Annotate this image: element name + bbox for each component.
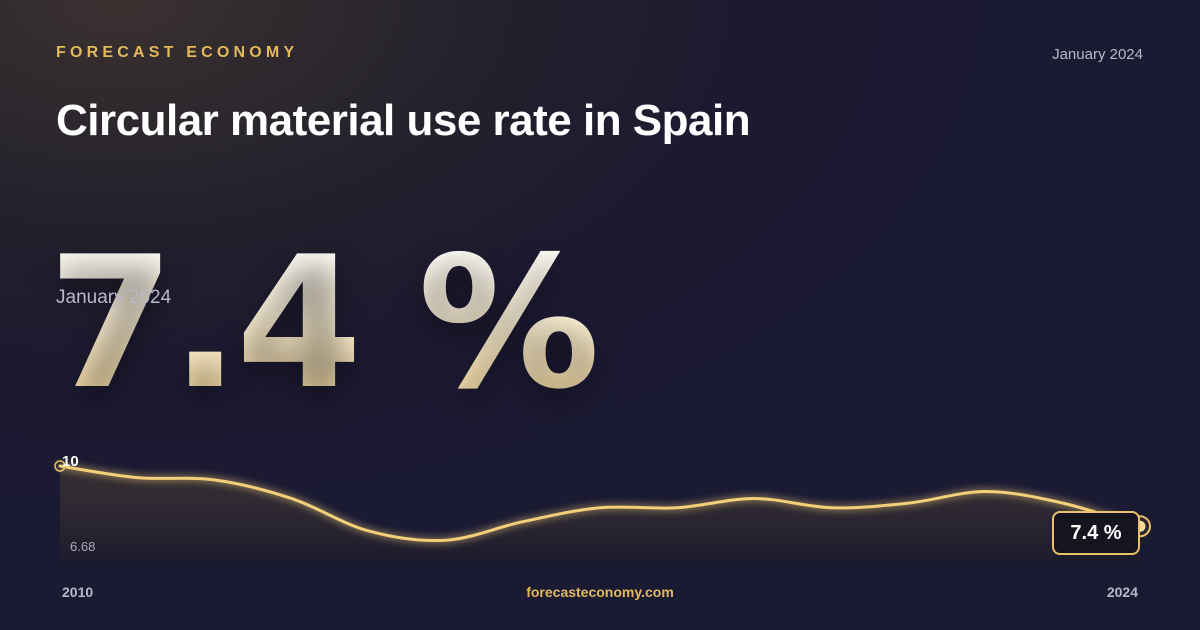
footer-site-link[interactable]: forecasteconomy.com xyxy=(526,584,674,600)
y-max-label: 10 xyxy=(62,453,79,470)
brand-name: FORECAST ECONOMY xyxy=(56,44,299,61)
x-end-label: 2024 xyxy=(1106,584,1138,600)
series-area xyxy=(60,466,1140,565)
hero-date: January 2024 xyxy=(56,287,172,308)
header-date: January 2024 xyxy=(1052,46,1143,63)
page-title: Circular material use rate in Spain xyxy=(56,96,751,145)
last-value-badge: 7.4 % xyxy=(1052,511,1140,555)
x-start-label: 2010 xyxy=(62,584,94,600)
start-point-marker xyxy=(54,460,66,472)
hero-value: 7.4 % xyxy=(48,217,600,429)
series-line xyxy=(58,464,1142,543)
y-min-label: 6.68 xyxy=(70,539,96,554)
